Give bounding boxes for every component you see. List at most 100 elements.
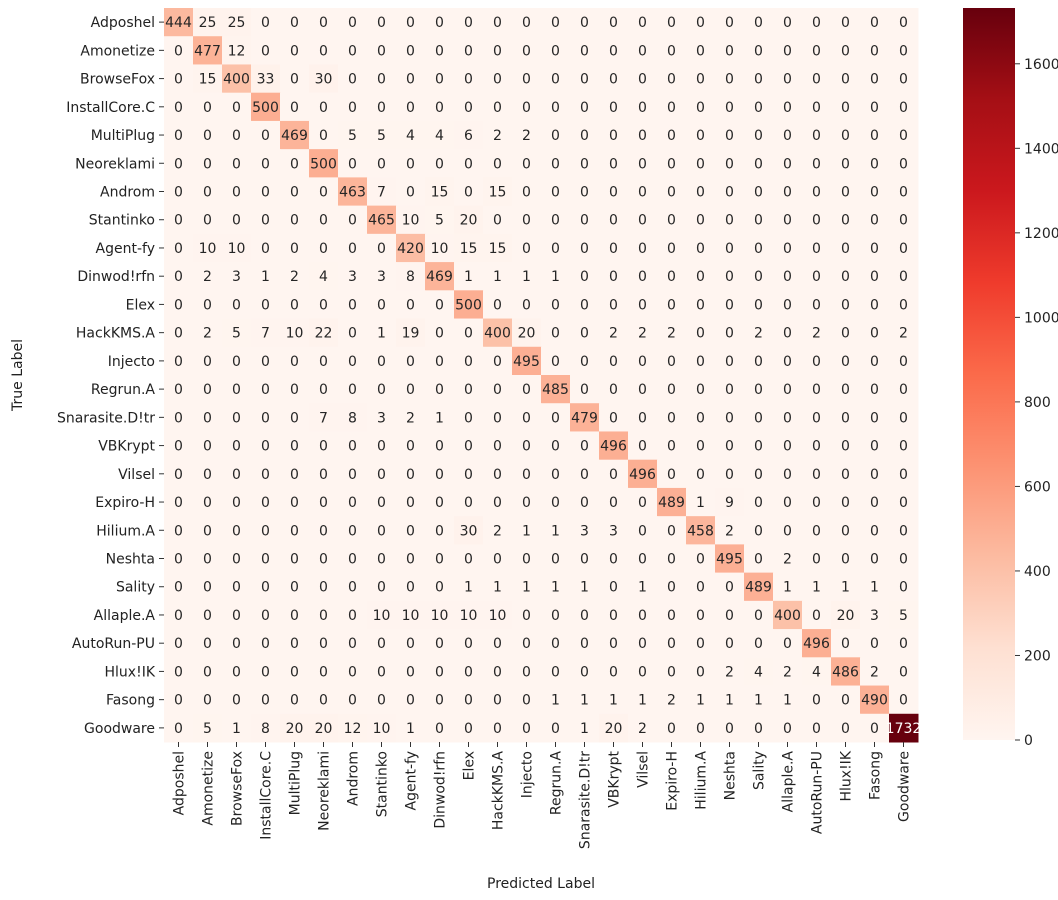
cell-value-label: 10 xyxy=(431,241,449,257)
cell-value-label: 0 xyxy=(261,439,270,455)
cell-value-label: 1 xyxy=(580,580,589,596)
cell-value-label: 0 xyxy=(377,495,386,511)
heatmap-cell xyxy=(860,177,890,207)
cell-value-label: 0 xyxy=(232,552,241,568)
heatmap-cell xyxy=(193,120,223,150)
heatmap-cell xyxy=(802,64,832,94)
cell-value-label: 0 xyxy=(319,467,328,483)
heatmap-cell xyxy=(367,8,397,37)
cell-value-label: 0 xyxy=(493,72,502,88)
heatmap-cell xyxy=(251,487,281,517)
cell-value-label: 0 xyxy=(290,410,299,426)
cell-value-label: 19 xyxy=(402,326,420,342)
cell-value-label: 10 xyxy=(199,241,217,257)
heatmap-cell xyxy=(831,544,861,574)
cell-value-label: 0 xyxy=(754,43,763,59)
cell-value-label: 0 xyxy=(232,664,241,680)
cell-value-label: 0 xyxy=(580,128,589,144)
heatmap-cell xyxy=(309,92,339,122)
heatmap-cell xyxy=(251,572,281,602)
cell-value-label: 0 xyxy=(435,156,444,172)
cell-value-label: 0 xyxy=(290,636,299,652)
heatmap-cell xyxy=(744,8,774,37)
cell-value-label: 0 xyxy=(261,213,270,229)
cell-value-label: 0 xyxy=(667,523,676,539)
heatmap-cell xyxy=(831,375,861,404)
cell-value-label: 0 xyxy=(696,128,705,144)
cell-value-label: 2 xyxy=(899,326,908,342)
cell-value-label: 0 xyxy=(725,241,734,257)
heatmap-cell xyxy=(599,262,629,291)
heatmap-cell xyxy=(599,431,629,461)
heatmap-cell xyxy=(831,657,861,687)
heatmap-cell xyxy=(309,64,339,94)
heatmap-cell xyxy=(628,516,658,545)
heatmap-cell xyxy=(773,657,803,687)
heatmap-cell xyxy=(744,629,774,658)
y-tick-label: Regrun.A xyxy=(91,382,156,398)
heatmap-cell xyxy=(396,629,426,658)
cell-value-label: 0 xyxy=(870,156,879,172)
heatmap-cell xyxy=(628,177,658,207)
cell-value-label: 0 xyxy=(203,382,212,398)
heatmap-cell xyxy=(454,685,484,715)
heatmap-cell xyxy=(280,459,310,489)
cell-value-label: 0 xyxy=(551,297,560,313)
heatmap-cell xyxy=(831,205,861,235)
heatmap-cell xyxy=(280,572,310,602)
cell-value-label: 0 xyxy=(174,467,183,483)
cell-value-label: 0 xyxy=(783,523,792,539)
cell-value-label: 1 xyxy=(435,410,444,426)
cell-value-label: 0 xyxy=(551,100,560,116)
heatmap-cell xyxy=(657,516,687,545)
cell-value-label: 0 xyxy=(203,664,212,680)
cell-value-label: 0 xyxy=(551,410,560,426)
heatmap-cell xyxy=(222,375,252,404)
heatmap-cell xyxy=(425,629,455,658)
heatmap-cell xyxy=(541,713,571,743)
heatmap-cell xyxy=(744,403,774,432)
cell-value-label: 0 xyxy=(841,100,850,116)
heatmap-cell xyxy=(773,8,803,37)
cell-value-label: 0 xyxy=(580,156,589,172)
heatmap-cell xyxy=(193,318,223,348)
cell-value-label: 0 xyxy=(464,185,473,201)
heatmap-cell xyxy=(802,262,832,291)
heatmap-cell xyxy=(570,64,600,94)
cell-value-label: 0 xyxy=(174,382,183,398)
cell-value-label: 500 xyxy=(455,297,482,313)
heatmap-cell xyxy=(425,92,455,122)
heatmap-cell xyxy=(541,205,571,235)
heatmap-cell xyxy=(222,572,252,602)
x-tick-label: Allaple.A xyxy=(781,751,797,813)
heatmap-cell xyxy=(802,346,832,376)
cell-value-label: 0 xyxy=(174,128,183,144)
cell-value-label: 0 xyxy=(812,354,821,370)
cell-value-label: 1 xyxy=(580,721,589,737)
heatmap-cell xyxy=(744,375,774,404)
heatmap-cell xyxy=(541,8,571,37)
heatmap-cell xyxy=(889,8,919,37)
x-tick-label: Neshta xyxy=(723,751,739,800)
heatmap-cell xyxy=(193,8,223,37)
cell-value-label: 0 xyxy=(551,439,560,455)
heatmap-cell xyxy=(251,36,281,65)
cell-value-label: 5 xyxy=(232,326,241,342)
cell-value-label: 0 xyxy=(522,552,531,568)
cell-value-label: 0 xyxy=(174,326,183,342)
cell-value-label: 0 xyxy=(696,636,705,652)
cell-value-label: 0 xyxy=(406,664,415,680)
cell-value-label: 0 xyxy=(899,43,908,59)
cell-value-label: 0 xyxy=(638,354,647,370)
heatmap-cell xyxy=(599,120,629,150)
cell-value-label: 0 xyxy=(725,297,734,313)
heatmap-cell xyxy=(338,375,368,404)
cell-value-label: 0 xyxy=(174,721,183,737)
x-tick-label: Stantinko xyxy=(375,751,391,817)
heatmap-cell xyxy=(193,205,223,235)
y-tick-labels: Adposhel Amonetize BrowseFox InstallCore.C M… xyxy=(57,15,164,737)
cell-value-label: 3 xyxy=(377,410,386,426)
heatmap-cell xyxy=(193,262,223,291)
colorbar-ticks: 0 200 400 600 800 1000 1200 1400 1600 xyxy=(1015,57,1058,749)
heatmap-cell xyxy=(338,36,368,65)
